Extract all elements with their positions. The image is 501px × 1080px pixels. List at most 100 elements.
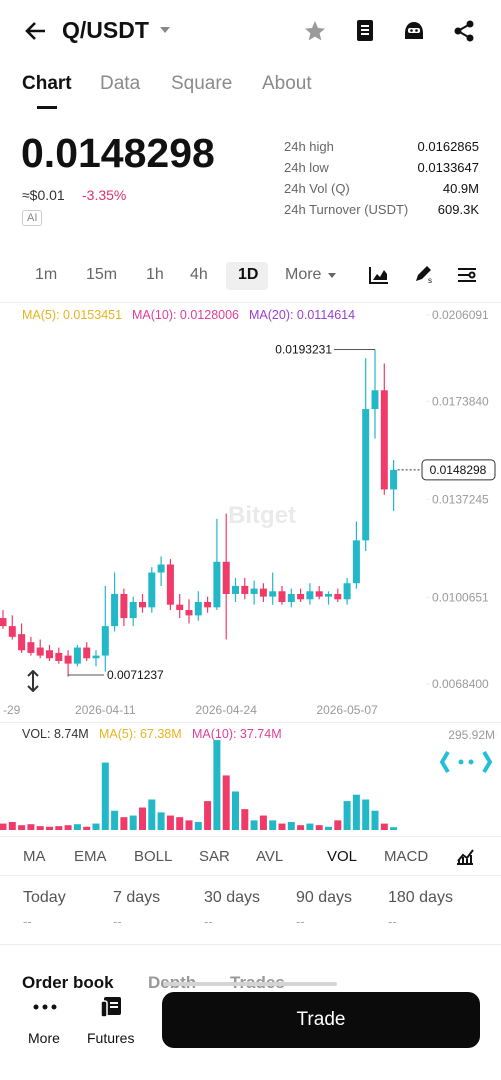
candle-body xyxy=(92,655,100,659)
volume-bar xyxy=(250,820,258,830)
volume-bar xyxy=(46,826,53,830)
live-icon[interactable] xyxy=(440,750,492,774)
svg-text:s: s xyxy=(428,276,432,284)
period-label: 30 days xyxy=(204,889,261,906)
volume-bar xyxy=(64,825,72,830)
timeframe[interactable]: 1m xyxy=(35,266,58,283)
tab[interactable]: Square xyxy=(171,73,233,94)
volume-bar xyxy=(176,817,184,830)
candle-body xyxy=(18,634,26,651)
ai-badge[interactable]: AI xyxy=(22,210,43,226)
tab[interactable]: Data xyxy=(100,73,141,94)
vol-legend: VOL: 8.74M xyxy=(22,727,89,741)
timeframe[interactable]: 15m xyxy=(86,266,118,283)
pair-title[interactable]: Q/USDT xyxy=(62,17,149,43)
nav-label[interactable]: Futures xyxy=(87,1030,135,1046)
indicator[interactable]: SAR xyxy=(199,848,230,865)
candle-body xyxy=(306,591,314,600)
trade-button[interactable]: Trade xyxy=(162,992,480,1048)
candle-body xyxy=(185,610,193,616)
volume-bar xyxy=(259,815,267,830)
stat-label: 24h high xyxy=(284,139,334,154)
indicator[interactable]: MA xyxy=(23,848,46,865)
tab-active[interactable]: Chart xyxy=(22,73,72,94)
volume-bar xyxy=(380,823,388,830)
community-icon[interactable] xyxy=(402,19,426,43)
volume-bar xyxy=(278,823,286,830)
candle-body xyxy=(241,585,249,594)
favorite-icon[interactable] xyxy=(303,19,327,43)
timeframe[interactable]: 4h xyxy=(190,266,208,283)
back-button[interactable] xyxy=(24,20,48,42)
futures-icon[interactable] xyxy=(100,996,122,1018)
watermark: Bitget xyxy=(228,502,296,529)
last-price: 0.0148298 xyxy=(21,130,215,176)
indicator[interactable]: AVL xyxy=(256,848,284,865)
volume-bar xyxy=(166,815,174,830)
volume-bar xyxy=(232,791,239,830)
candle-body xyxy=(157,564,165,573)
candle-body xyxy=(148,572,156,608)
period-label: 7 days xyxy=(113,889,161,906)
candle-body xyxy=(278,591,286,602)
candle-body xyxy=(27,642,35,653)
volume-bar xyxy=(390,827,398,830)
draw-icon[interactable]: s xyxy=(413,264,435,284)
period-value: -- xyxy=(296,914,305,929)
stat-value: 40.9M xyxy=(442,181,479,196)
volume-bar xyxy=(111,810,119,830)
indicator[interactable]: EMA xyxy=(74,848,107,865)
candle-body xyxy=(194,601,202,616)
timeframe[interactable]: More xyxy=(285,266,322,283)
ma-legend: MA(10): 0.0128006 xyxy=(132,308,240,322)
candle-body xyxy=(64,655,72,664)
volume-bar xyxy=(0,823,7,830)
tab[interactable]: About xyxy=(262,73,312,94)
volume-bar xyxy=(287,821,295,830)
candle-body xyxy=(213,561,221,608)
low-leader xyxy=(67,674,104,677)
volume-bar xyxy=(213,740,221,830)
period-value: -- xyxy=(204,914,213,929)
more-icon[interactable] xyxy=(33,1003,57,1011)
candle-body xyxy=(287,593,295,602)
chart-type-icon[interactable] xyxy=(369,266,389,284)
divider xyxy=(0,836,501,837)
candle-body xyxy=(111,593,119,627)
volume-bar xyxy=(148,799,156,830)
volume-bar xyxy=(185,820,193,830)
share-icon[interactable] xyxy=(453,19,475,43)
ma-legend: MA(20): 0.0114614 xyxy=(249,308,356,322)
volume-bar xyxy=(27,824,35,830)
volume-bar xyxy=(241,809,249,830)
nav-label[interactable]: More xyxy=(28,1030,60,1046)
indicator[interactable]: MACD xyxy=(384,848,429,865)
candle-body xyxy=(380,390,388,490)
fiat-price: ≈$0.01 xyxy=(22,187,65,203)
sheet-tab[interactable]: Order book xyxy=(22,973,114,992)
stat-label: 24h Turnover (USDT) xyxy=(284,202,409,217)
y-tick-label: 0.0206091 xyxy=(432,308,489,322)
candle-body xyxy=(46,650,53,659)
volume-bar xyxy=(73,824,81,830)
info-icon[interactable] xyxy=(355,19,375,43)
candle-body xyxy=(315,591,323,597)
timeframe[interactable]: 1D xyxy=(238,266,259,283)
candle-body xyxy=(101,626,109,656)
volume-bar xyxy=(352,794,360,830)
volume-bar xyxy=(297,825,305,830)
indicator[interactable]: BOLL xyxy=(134,848,173,865)
indicator[interactable]: VOL xyxy=(327,848,358,865)
candle-body xyxy=(222,561,230,594)
candle-body xyxy=(371,390,379,410)
settings-icon[interactable] xyxy=(457,266,477,284)
volume-bar xyxy=(55,826,63,830)
stat-label: 24h Vol (Q) xyxy=(284,181,350,196)
indicator-settings-icon[interactable] xyxy=(455,846,475,866)
pair-caret[interactable] xyxy=(159,26,171,34)
timeframe[interactable]: 1h xyxy=(146,266,164,283)
timeframe-highlight xyxy=(226,262,268,290)
expand-icon[interactable] xyxy=(26,670,40,692)
volume-bar xyxy=(222,775,230,830)
